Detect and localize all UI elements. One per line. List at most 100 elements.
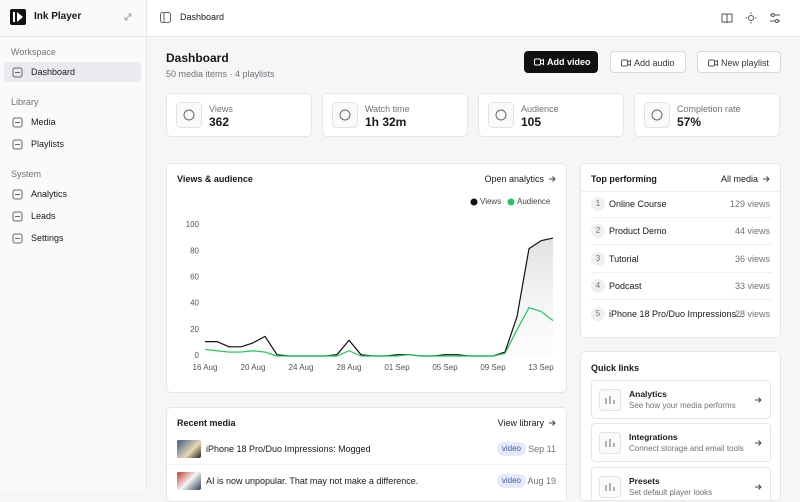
nav-item[interactable]: Dashboard — [31, 67, 76, 77]
legend-label: Views — [480, 197, 501, 206]
rank: 3 — [595, 254, 601, 263]
section-title: System — [11, 169, 42, 179]
button-label: Add audio — [634, 58, 675, 68]
stat-card: Views 362 — [166, 93, 312, 137]
thumbnail — [177, 440, 201, 458]
card-link[interactable]: View library — [497, 418, 544, 428]
card-link[interactable]: All media — [720, 174, 758, 184]
stat-icon — [176, 102, 202, 128]
nav-item[interactable]: Leads — [31, 211, 56, 221]
x-tick-label: 24 Aug — [289, 363, 314, 372]
button-icon — [621, 58, 631, 68]
area — [205, 238, 553, 356]
line — [204, 306, 554, 357]
stat-label: Completion rate — [677, 104, 741, 114]
card-title: Quick links — [591, 363, 640, 373]
quick-link[interactable]: Presets Set default player looks — [591, 467, 771, 500]
brand-name: Ink Player — [34, 11, 82, 22]
nav-item[interactable]: Analytics — [31, 189, 68, 199]
nav-icon — [12, 67, 23, 78]
rank: 5 — [595, 309, 601, 318]
x-tick-label: 20 Aug — [241, 363, 266, 372]
topbar — [147, 0, 800, 37]
thumbnail — [177, 472, 201, 490]
rank-badge — [591, 197, 605, 211]
chart-card: 0 20 40 60 80 100 16 Aug 20 Aug 24 Aug 28 Aug 01 S… — [166, 163, 567, 393]
action-button[interactable]: Add audio — [610, 51, 686, 73]
media-views: 28 views — [734, 309, 770, 319]
button-icon — [708, 58, 718, 68]
nav-icon — [12, 233, 23, 244]
media-title[interactable]: iPhone 18 Pro/Duo Impressions: Mogged — [206, 444, 371, 454]
nav-icon — [12, 117, 23, 128]
rank-badge — [591, 224, 605, 238]
chart: 0 20 40 60 80 100 16 Aug 20 Aug 24 Aug 28 Aug 01 S… — [186, 197, 555, 372]
nav-item[interactable]: Settings — [31, 233, 64, 243]
x-tick-label: 28 Aug — [337, 363, 362, 372]
media-views: 33 views — [734, 281, 770, 291]
topbar-icons[interactable] — [721, 12, 791, 24]
quick-link[interactable]: Analytics See how your media performs — [591, 380, 771, 419]
sidebar-toggle[interactable] — [160, 12, 171, 23]
line — [205, 237, 554, 357]
page-subtitle: 50 media items · 4 playlists — [166, 69, 275, 79]
quick-link-icon — [599, 476, 621, 498]
nav-item[interactable]: Playlists — [31, 139, 65, 149]
media-title[interactable]: AI is now unpopular. That may not make a… — [206, 476, 419, 486]
media-name[interactable]: iPhone 18 Pro/Duo Impressions... — [609, 309, 744, 319]
media-name[interactable]: Online Course — [609, 199, 667, 209]
action-button[interactable]: New playlist — [697, 51, 781, 73]
nav-icon — [12, 211, 23, 222]
rank-badge — [591, 252, 605, 266]
stat-value: 1h 32m — [365, 115, 407, 129]
button-icon — [534, 57, 544, 67]
arrow-icon — [762, 175, 770, 183]
stat-label: Views — [209, 104, 233, 114]
legend-dot — [507, 198, 515, 206]
quick-link-description: Connect storage and email tools — [629, 444, 744, 453]
stat-card: Completion rate 57% — [634, 93, 780, 137]
quick-links-card: Quick links Analytics See how your media p… — [580, 351, 781, 501]
rank: 4 — [595, 281, 601, 290]
media-name[interactable]: Product Demo — [609, 226, 667, 236]
media-name[interactable]: Podcast — [609, 281, 642, 291]
card-link[interactable]: Open analytics — [484, 174, 544, 184]
media-tag: video — [496, 442, 526, 456]
action-button[interactable]: Add video — [524, 51, 598, 73]
x-tick-label: 16 Aug — [193, 363, 218, 372]
quick-link-title: Analytics — [629, 389, 667, 399]
quick-link-description: See how your media performs — [629, 401, 736, 410]
legend-dot — [470, 198, 478, 206]
rank: 1 — [595, 199, 601, 208]
y-tick-label: 20 — [190, 325, 199, 334]
media-date: Aug 19 — [527, 476, 556, 486]
stat-value: 57% — [677, 115, 702, 129]
collapse-icon[interactable] — [123, 12, 133, 22]
quick-link-description: Set default player looks — [629, 488, 713, 497]
breadcrumb: Dashboard — [180, 12, 225, 22]
section-title: Library — [11, 97, 39, 107]
quick-link-title: Integrations — [629, 432, 678, 442]
quick-link[interactable]: Integrations Connect storage and email to… — [591, 423, 771, 462]
stat-card: Audience 105 — [478, 93, 624, 137]
divider — [591, 272, 772, 273]
stat-icon — [488, 102, 514, 128]
active-nav-bg — [4, 62, 141, 82]
rank-badge — [591, 307, 605, 321]
arrow-icon — [754, 396, 762, 404]
top-performing-card: Top performing All media 1 Online Course 129… — [580, 163, 781, 338]
arrow-icon — [548, 419, 556, 427]
stat-card: Watch time 1h 32m — [322, 93, 468, 137]
media-date: Sep 11 — [528, 444, 556, 454]
arrow-icon — [754, 439, 762, 447]
nav-item[interactable]: Media — [31, 117, 56, 127]
divider — [591, 244, 772, 245]
media-views: 44 views — [734, 226, 770, 236]
button-label: Add video — [547, 57, 591, 67]
card-title: Top performing — [591, 174, 657, 184]
x-tick-label: 01 Sep — [384, 363, 410, 372]
media-name[interactable]: Tutorial — [609, 254, 639, 264]
media-views: 36 views — [734, 254, 770, 264]
quick-link-icon — [599, 389, 621, 411]
